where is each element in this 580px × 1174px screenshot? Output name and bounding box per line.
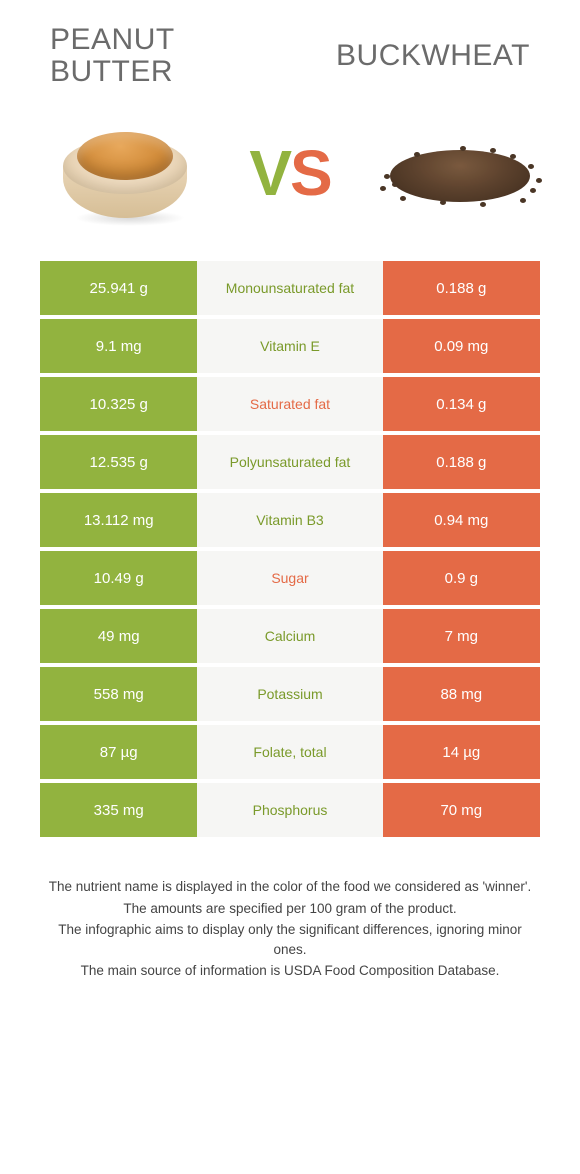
table-row: 558 mgPotassium88 mg [40, 667, 540, 721]
left-value-cell: 335 mg [40, 783, 197, 837]
nutrient-label-cell: Polyunsaturated fat [197, 435, 382, 489]
buckwheat-grain-icon [528, 164, 534, 169]
left-value-cell: 12.535 g [40, 435, 197, 489]
right-food-title: Buckwheat [336, 40, 530, 72]
nutrient-label-cell: Monounsaturated fat [197, 261, 382, 315]
vs-v: V [249, 137, 290, 209]
peanut-butter-image [50, 113, 200, 233]
buckwheat-image [380, 113, 530, 233]
right-value-cell: 0.134 g [383, 377, 540, 431]
table-row: 25.941 gMonounsaturated fat0.188 g [40, 261, 540, 315]
peanut-butter-bowl-icon [55, 118, 195, 228]
right-value-cell: 7 mg [383, 609, 540, 663]
buckwheat-grain-icon [392, 182, 398, 187]
left-value-cell: 49 mg [40, 609, 197, 663]
nutrient-label-cell: Folate, total [197, 725, 382, 779]
table-row: 9.1 mgVitamin E0.09 mg [40, 319, 540, 373]
infographic-page: PEANUT BUTTER Buckwheat VS 25.941 gMonou… [0, 0, 580, 995]
vs-label: VS [249, 136, 330, 210]
right-value-cell: 0.188 g [383, 261, 540, 315]
left-value-cell: 25.941 g [40, 261, 197, 315]
right-value-cell: 0.9 g [383, 551, 540, 605]
title-row: PEANUT BUTTER Buckwheat [20, 24, 560, 97]
right-value-cell: 0.94 mg [383, 493, 540, 547]
table-row: 87 µgFolate, total14 µg [40, 725, 540, 779]
buckwheat-grain-icon [520, 198, 526, 203]
buckwheat-grain-icon [414, 152, 420, 157]
table-row: 49 mgCalcium7 mg [40, 609, 540, 663]
nutrient-label-cell: Saturated fat [197, 377, 382, 431]
buckwheat-grain-icon [400, 196, 406, 201]
buckwheat-grain-icon [460, 146, 466, 151]
left-value-cell: 13.112 mg [40, 493, 197, 547]
left-value-cell: 558 mg [40, 667, 197, 721]
nutrient-label-cell: Vitamin B3 [197, 493, 382, 547]
buckwheat-grain-icon [380, 186, 386, 191]
table-row: 10.49 gSugar0.9 g [40, 551, 540, 605]
buckwheat-grain-icon [490, 148, 496, 153]
nutrient-label-cell: Phosphorus [197, 783, 382, 837]
footnote-line: The amounts are specified per 100 gram o… [46, 899, 534, 919]
left-food-title: PEANUT BUTTER [50, 24, 175, 87]
right-value-cell: 14 µg [383, 725, 540, 779]
right-value-cell: 0.09 mg [383, 319, 540, 373]
table-row: 13.112 mgVitamin B30.94 mg [40, 493, 540, 547]
comparison-table: 25.941 gMonounsaturated fat0.188 g9.1 mg… [20, 261, 560, 837]
nutrient-label-cell: Calcium [197, 609, 382, 663]
right-value-cell: 0.188 g [383, 435, 540, 489]
buckwheat-pile-icon [380, 128, 530, 218]
right-value-cell: 70 mg [383, 783, 540, 837]
left-value-cell: 87 µg [40, 725, 197, 779]
footnotes: The nutrient name is displayed in the co… [20, 841, 560, 981]
footnote-line: The infographic aims to display only the… [46, 920, 534, 959]
buckwheat-grain-icon [530, 188, 536, 193]
buckwheat-grain-icon [440, 200, 446, 205]
buckwheat-grain-icon [510, 154, 516, 159]
nutrient-label-cell: Potassium [197, 667, 382, 721]
left-food-title-line1: PEANUT BUTTER [50, 23, 175, 88]
table-row: 335 mgPhosphorus70 mg [40, 783, 540, 837]
footnote-line: The main source of information is USDA F… [46, 961, 534, 981]
buckwheat-grain-icon [480, 202, 486, 207]
buckwheat-grain-icon [536, 178, 542, 183]
table-row: 10.325 gSaturated fat0.134 g [40, 377, 540, 431]
nutrient-label-cell: Sugar [197, 551, 382, 605]
left-value-cell: 10.49 g [40, 551, 197, 605]
vs-s: S [290, 137, 331, 209]
footnote-line: The nutrient name is displayed in the co… [46, 877, 534, 897]
right-value-cell: 88 mg [383, 667, 540, 721]
table-row: 12.535 gPolyunsaturated fat0.188 g [40, 435, 540, 489]
left-value-cell: 10.325 g [40, 377, 197, 431]
nutrient-label-cell: Vitamin E [197, 319, 382, 373]
left-value-cell: 9.1 mg [40, 319, 197, 373]
buckwheat-grain-icon [384, 174, 390, 179]
image-row: VS [20, 97, 560, 261]
